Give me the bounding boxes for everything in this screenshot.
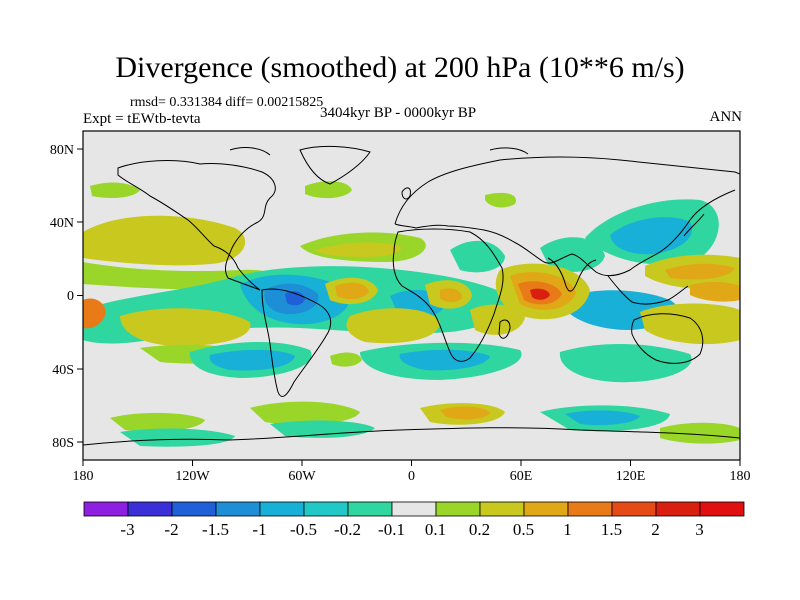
colorbar-tick-label: 3 [695,520,704,539]
colorbar-swatch [391,501,437,517]
lon-tick-label: 120W [175,469,210,484]
coastline-arctic-islands [229,147,529,156]
contour-band [270,420,375,438]
contour-band [399,349,490,371]
lon-tick-label: 180 [73,469,94,484]
colorbar-tick-label: -0.2 [334,520,361,539]
contour-band [565,410,640,426]
colorbar-tick-label: -1.5 [202,520,229,539]
contour-band [335,282,369,300]
experiment-label: Expt = tEWtb-tevta [83,111,201,127]
contour-band [559,343,692,383]
coastline-antarctica [83,427,740,446]
contour-band [120,428,235,447]
colorbar-swatch [83,501,129,517]
colorbar-tick-label: 0.1 [425,520,446,539]
lon-tick-label: 120E [616,469,646,484]
colorbar-swatch [655,501,701,517]
contour-band [83,215,246,266]
colorbar-tick-label: 2 [651,520,660,539]
coastline-africa [392,228,504,362]
coastline-japan [683,213,705,237]
lat-tick-label: 0 [67,289,74,304]
colorbar-tick-label: 0.5 [513,520,534,539]
colorbar [83,501,745,517]
lon-tick-label: 0 [408,469,415,484]
contour-band [450,240,505,273]
colorbar-swatch [567,501,613,517]
contour-band [665,263,735,280]
coastline-europe-asia [394,156,740,277]
coastline-greenland [299,145,371,185]
colorbar-swatch [127,501,173,517]
contour-band [110,412,205,432]
coastline-south-america [261,288,332,397]
colorbar-swatch [611,501,657,517]
lat-tick-label: 80S [52,436,74,451]
contour-band [90,182,140,198]
colorbar-swatch [303,501,349,517]
lon-tick-label: 60E [510,469,533,484]
contour-band [690,282,740,302]
colorbar-swatch [347,501,393,517]
colorbar-tick-label: -3 [120,520,134,539]
coastlines [83,145,740,446]
lat-tick-label: 40S [52,363,74,378]
contour-band [440,288,462,303]
colorbar-swatch [259,501,305,517]
coastline-southeast-asia [607,275,689,305]
contour-band [470,304,525,335]
coastline-uk [401,187,411,200]
coastline-madagascar [498,319,511,339]
colorbar-tick-label: -2 [164,520,178,539]
contour-band [346,308,440,344]
lat-tick-label: 80N [50,143,74,158]
contour-field [83,181,740,447]
contour-band [660,422,740,444]
lon-tick-label: 180 [730,469,751,484]
coastline-australia [631,313,704,364]
colorbar-tick-label: 1 [563,520,572,539]
map-title: Divergence (smoothed) at 200 hPa (10**6 … [115,51,685,84]
longitude-axis: 180 120W 60W 0 60E 120E 180 [73,460,751,484]
colorbar-tick-label: 0.2 [469,520,490,539]
colorbar-swatch [435,501,481,517]
contour-band [315,242,401,257]
lat-tick-label: 40N [50,216,74,231]
colorbar-swatch [171,501,217,517]
colorbar-tick-label: -0.5 [290,520,317,539]
latitude-axis: 80N 40N 0 40S 80S [50,143,83,451]
lon-tick-label: 60W [288,469,316,484]
contour-band [440,406,490,420]
colorbar-swatch [479,501,525,517]
colorbar-swatch [523,501,569,517]
period-label: 3404kyr BP - 0000kyr BP [320,105,477,121]
contour-band [209,349,295,371]
stats-label: rmsd= 0.331384 diff= 0.00215825 [130,95,324,110]
colorbar-tick-label: 1.5 [601,520,622,539]
contour-band [305,181,352,199]
contour-band [250,401,360,425]
colorbar-tick-label: -0.1 [378,520,405,539]
contour-band [610,217,693,255]
colorbar-swatch [215,501,261,517]
contour-band [330,352,362,367]
contour-band [83,298,106,329]
colorbar-labels: -3 -2 -1.5 -1 -0.5 -0.2 -0.1 0.1 0.2 0.5… [120,520,703,539]
coastline-north-america [117,160,276,291]
contour-band [530,288,550,300]
map-panel [82,130,741,461]
contour-band [120,308,251,346]
colorbar-tick-label: -1 [252,520,266,539]
coastline-india [547,257,597,292]
colorbar-swatch [699,501,745,517]
season-label: ANN [709,109,743,125]
contour-band [485,192,516,208]
